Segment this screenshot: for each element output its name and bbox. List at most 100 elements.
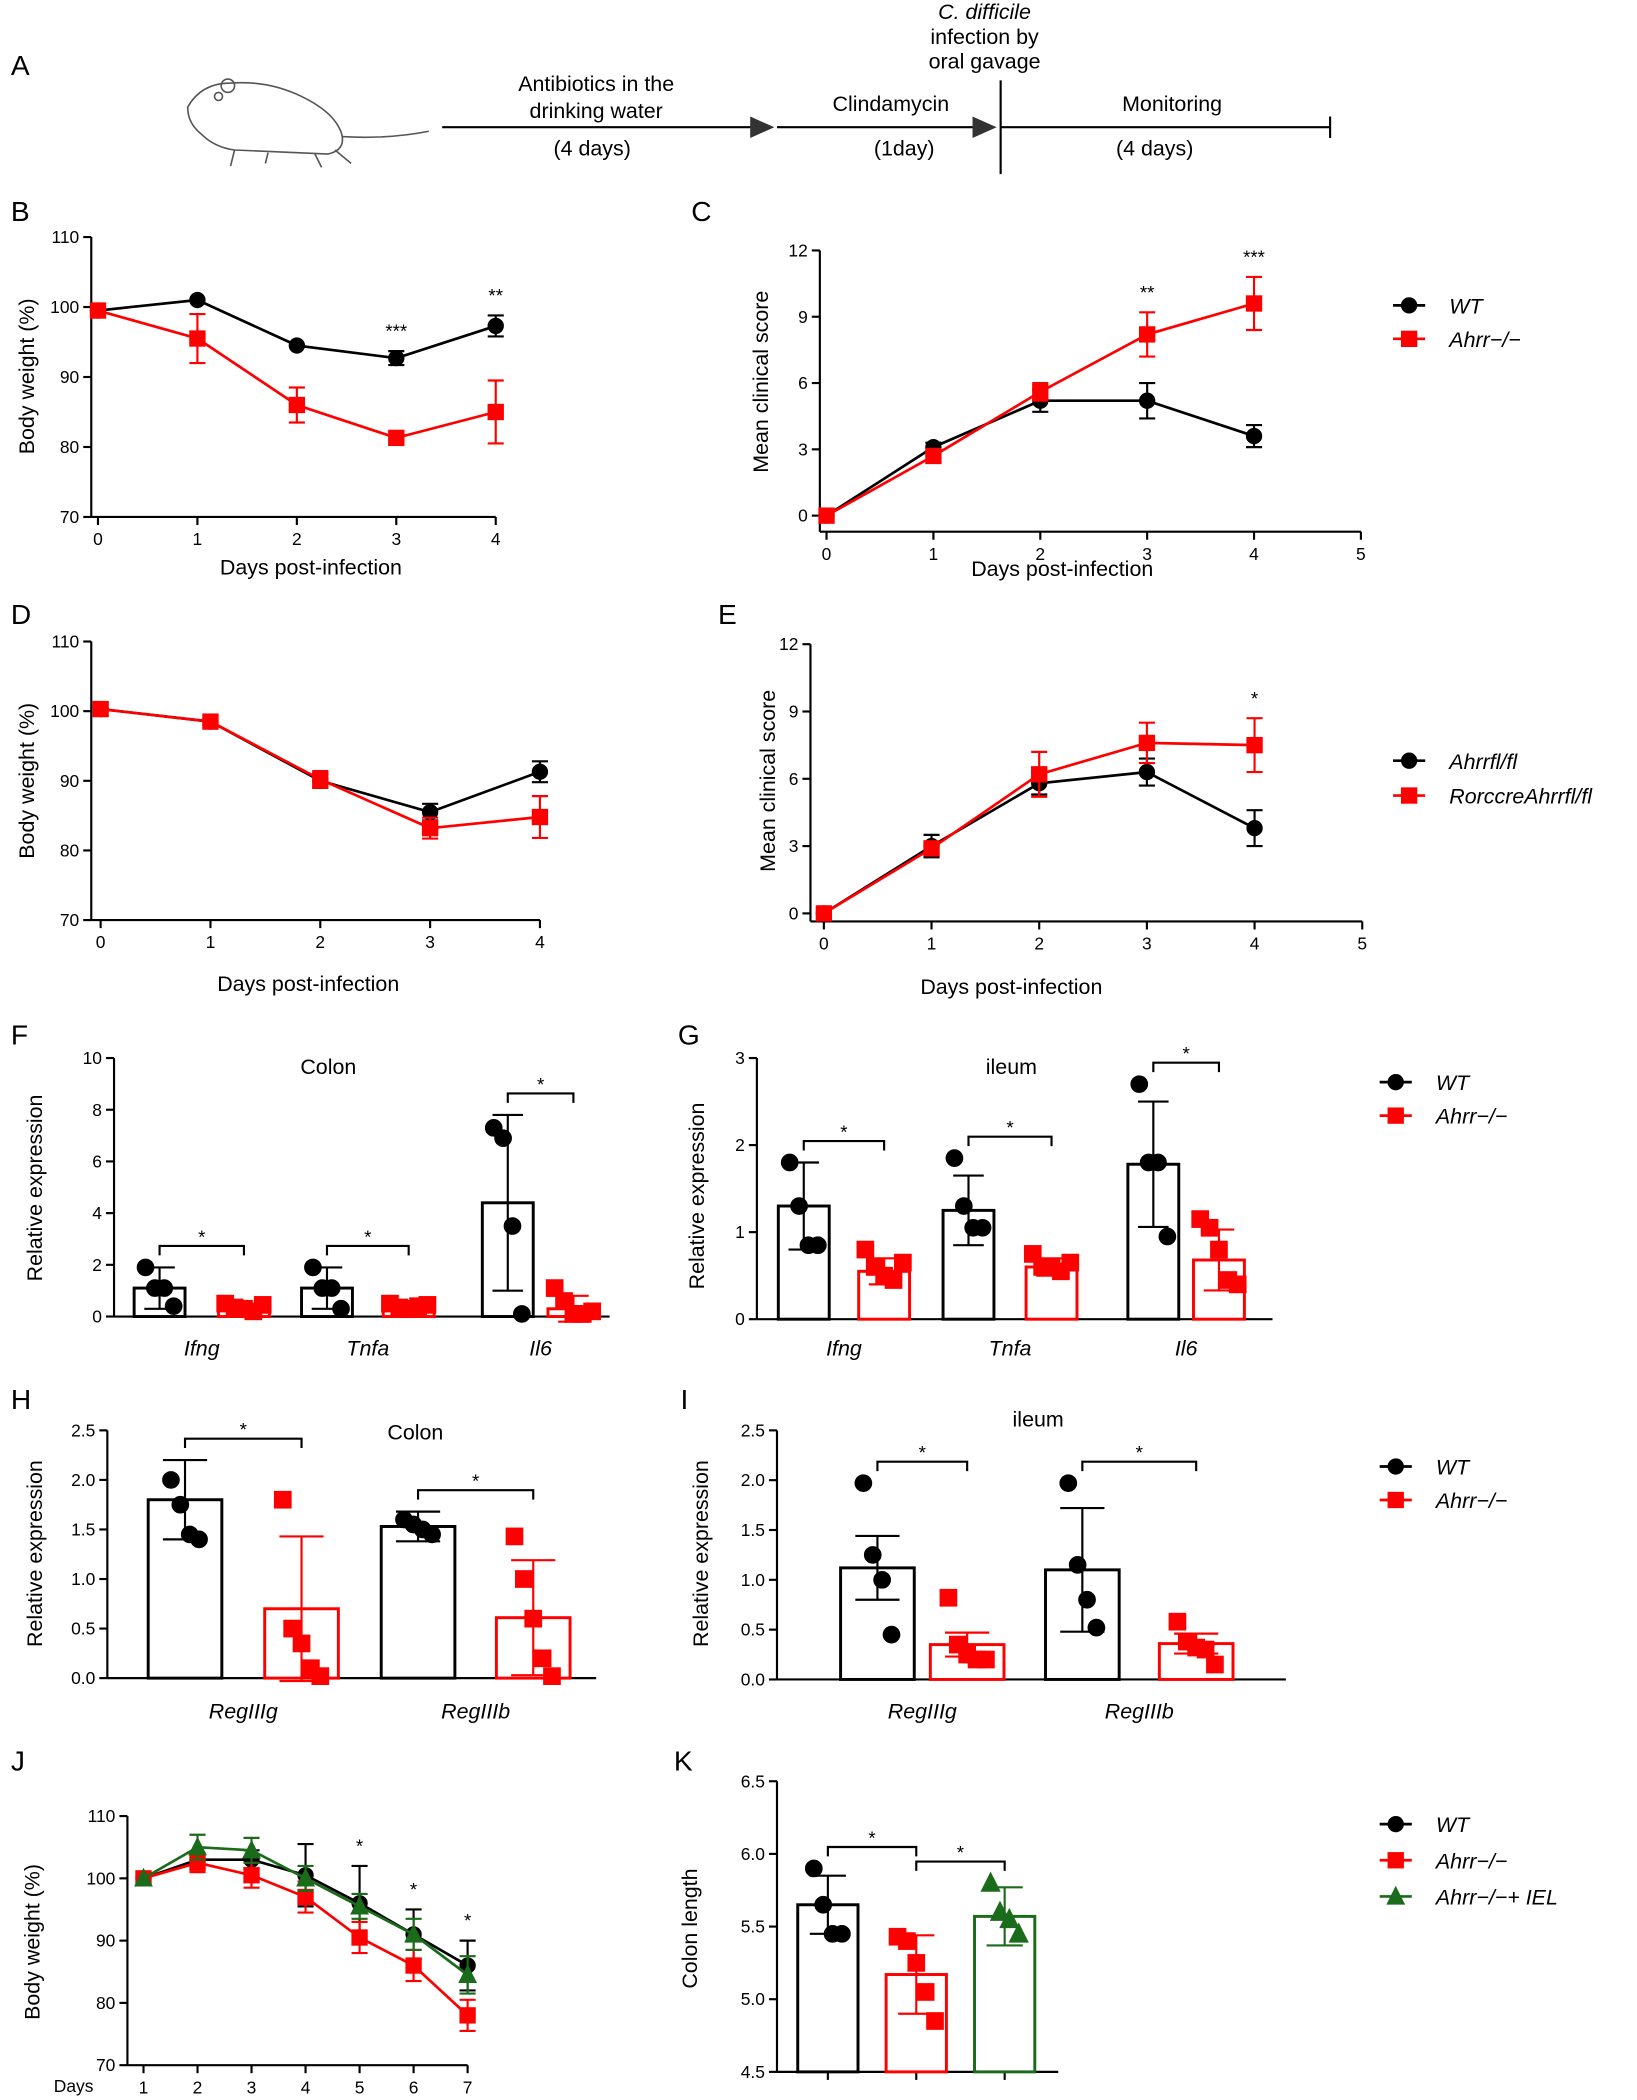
marker (1196, 1640, 1215, 1659)
marker (863, 1546, 882, 1564)
marker (583, 1302, 601, 1321)
marker (164, 1297, 183, 1316)
marker (939, 1588, 958, 1607)
significance-bracket (876, 1460, 969, 1472)
marker (273, 1490, 292, 1509)
x-tick-label: 3 (1142, 544, 1152, 564)
marker (311, 1667, 330, 1685)
x-tick-label: 4 (301, 2077, 311, 2097)
marker (925, 447, 942, 465)
y-tick-label: 110 (88, 1806, 116, 1826)
event-text: infection by (930, 25, 1039, 49)
y-tick-label: 0 (92, 1307, 102, 1327)
marker (459, 2007, 476, 2024)
y-tick-label: 0.5 (741, 1620, 765, 1640)
mouse-icon (186, 78, 429, 168)
panel-letter: F (11, 1020, 28, 1051)
marker (989, 1900, 1011, 1921)
x-tick-label: 1 (193, 529, 203, 549)
x-tick-label: Il6 (1175, 1336, 1198, 1360)
y-tick-label: 5.5 (741, 1917, 765, 1937)
marker (505, 1527, 524, 1546)
y-tick-label: 2.0 (71, 1470, 95, 1490)
marker (404, 1923, 423, 1943)
panel-a: A Antibiotics in the drinking water (4 d… (11, 0, 1332, 175)
y-tick-label: 3 (735, 1048, 745, 1068)
marker (780, 1153, 799, 1172)
y-tick-label: 2 (92, 1255, 102, 1275)
marker (1008, 1922, 1029, 1943)
significance-label: * (1182, 1043, 1189, 1064)
significance-label: * (1251, 688, 1258, 709)
marker (543, 1667, 561, 1685)
marker (1246, 736, 1263, 754)
x-tick-label: 1 (206, 932, 216, 952)
marker (1228, 1275, 1247, 1294)
y-tick-label: 1.5 (71, 1519, 95, 1539)
significance-label: *** (1243, 247, 1265, 268)
chart-title: ileum (986, 1055, 1037, 1079)
y-tick-label: 100 (50, 701, 79, 721)
marker (954, 1197, 973, 1215)
marker (304, 1258, 322, 1277)
y-tick-label: 6.0 (741, 1844, 765, 1864)
marker (1061, 1253, 1080, 1272)
marker (1138, 326, 1156, 343)
y-tick-label: 6 (92, 1151, 102, 1171)
marker (856, 1240, 875, 1259)
marker (1158, 1227, 1177, 1246)
marker (1138, 392, 1156, 409)
marker (1130, 1075, 1149, 1093)
x-tick-label: 5 (1357, 934, 1367, 954)
y-tick-label: 5.0 (741, 1989, 765, 2009)
y-tick-label: 110 (51, 227, 79, 247)
step-duration: (4 days) (1116, 136, 1193, 160)
x-tick-label: RegIIIb (441, 1699, 510, 1723)
marker (1387, 1107, 1404, 1124)
y-tick-label: 110 (51, 632, 79, 652)
y-tick-label: 0 (798, 506, 808, 526)
x-axis-label: Days post-infection (971, 557, 1153, 581)
x-tick-label: 1 (929, 544, 939, 564)
marker (1245, 427, 1263, 445)
legend-label: RorccreAhrrfl/fl (1449, 785, 1593, 809)
marker (487, 403, 504, 421)
y-tick-label: 3 (798, 439, 808, 459)
y-tick-label: 1.5 (741, 1520, 765, 1540)
x-axis-label: Days (54, 2076, 94, 2096)
marker (531, 763, 549, 780)
y-axis-label: Body weight (%) (15, 703, 39, 859)
y-axis-label: Relative expression (689, 1460, 713, 1647)
marker (350, 1895, 369, 1915)
y-tick-label: 8 (92, 1100, 102, 1120)
marker (1138, 763, 1156, 781)
marker (533, 1649, 552, 1668)
marker (1206, 1655, 1224, 1674)
marker (1068, 1556, 1087, 1574)
significance-bracket (183, 1437, 303, 1449)
x-tick-label: 3 (247, 2077, 257, 2097)
series-line (100, 707, 541, 830)
panel-letter: C (691, 196, 711, 227)
marker (545, 1279, 564, 1297)
marker (531, 808, 549, 826)
marker (555, 1292, 573, 1310)
legend-label: WT (1436, 1456, 1471, 1480)
marker (1138, 734, 1156, 752)
legend-label: Ahrr−/− (1434, 1489, 1507, 1513)
x-tick-label: 4 (1249, 544, 1259, 564)
significance-bracket (506, 1092, 575, 1103)
x-tick-label: 7 (463, 2077, 473, 2097)
marker (494, 1129, 512, 1148)
legend-label: Ahrr−/−+ IEL (1434, 1885, 1558, 1909)
marker (1246, 819, 1263, 837)
series-line (100, 707, 541, 814)
x-tick-label: 2 (315, 932, 325, 952)
marker (884, 1271, 903, 1289)
panel-letter: H (11, 1384, 31, 1415)
significance-bracket (325, 1244, 410, 1256)
marker (351, 1929, 368, 1946)
marker (1200, 1218, 1219, 1237)
marker (243, 1867, 260, 1884)
marker (882, 1625, 901, 1644)
